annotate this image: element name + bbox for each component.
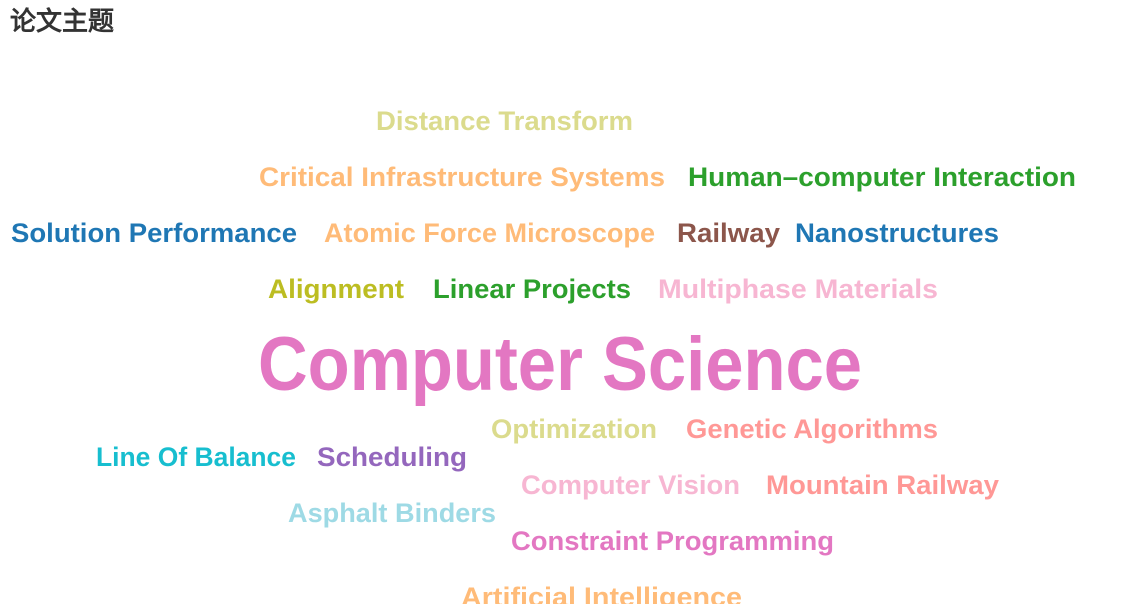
word-asphalt-binders: Asphalt Binders <box>288 498 496 528</box>
word-solution-performance: Solution Performance <box>11 218 297 248</box>
word-line-of-balance: Line Of Balance <box>96 442 296 472</box>
word-computer-science: Computer Science <box>258 322 862 407</box>
word-critical-infrastructure-systems: Critical Infrastructure Systems <box>259 162 665 192</box>
word-multiphase-materials: Multiphase Materials <box>658 274 938 304</box>
word-nanostructures: Nanostructures <box>795 218 999 248</box>
word-constraint-programming: Constraint Programming <box>511 526 834 556</box>
word-artificial-intelligence: Artificial Intelligence <box>461 582 742 604</box>
word-optimization: Optimization <box>491 414 657 444</box>
word-atomic-force-microscope: Atomic Force Microscope <box>324 218 655 248</box>
word-mountain-railway: Mountain Railway <box>766 470 999 500</box>
word-scheduling: Scheduling <box>317 442 467 472</box>
page-title: 论文主题 <box>10 7 115 37</box>
word-genetic-algorithms: Genetic Algorithms <box>686 414 938 444</box>
word-human-computer-interaction: Human–computer Interaction <box>688 162 1076 192</box>
word-linear-projects: Linear Projects <box>433 274 631 304</box>
word-alignment: Alignment <box>268 274 404 304</box>
word-distance-transform: Distance Transform <box>376 106 633 136</box>
word-computer-vision: Computer Vision <box>521 470 740 500</box>
word-railway: Railway <box>677 218 780 248</box>
